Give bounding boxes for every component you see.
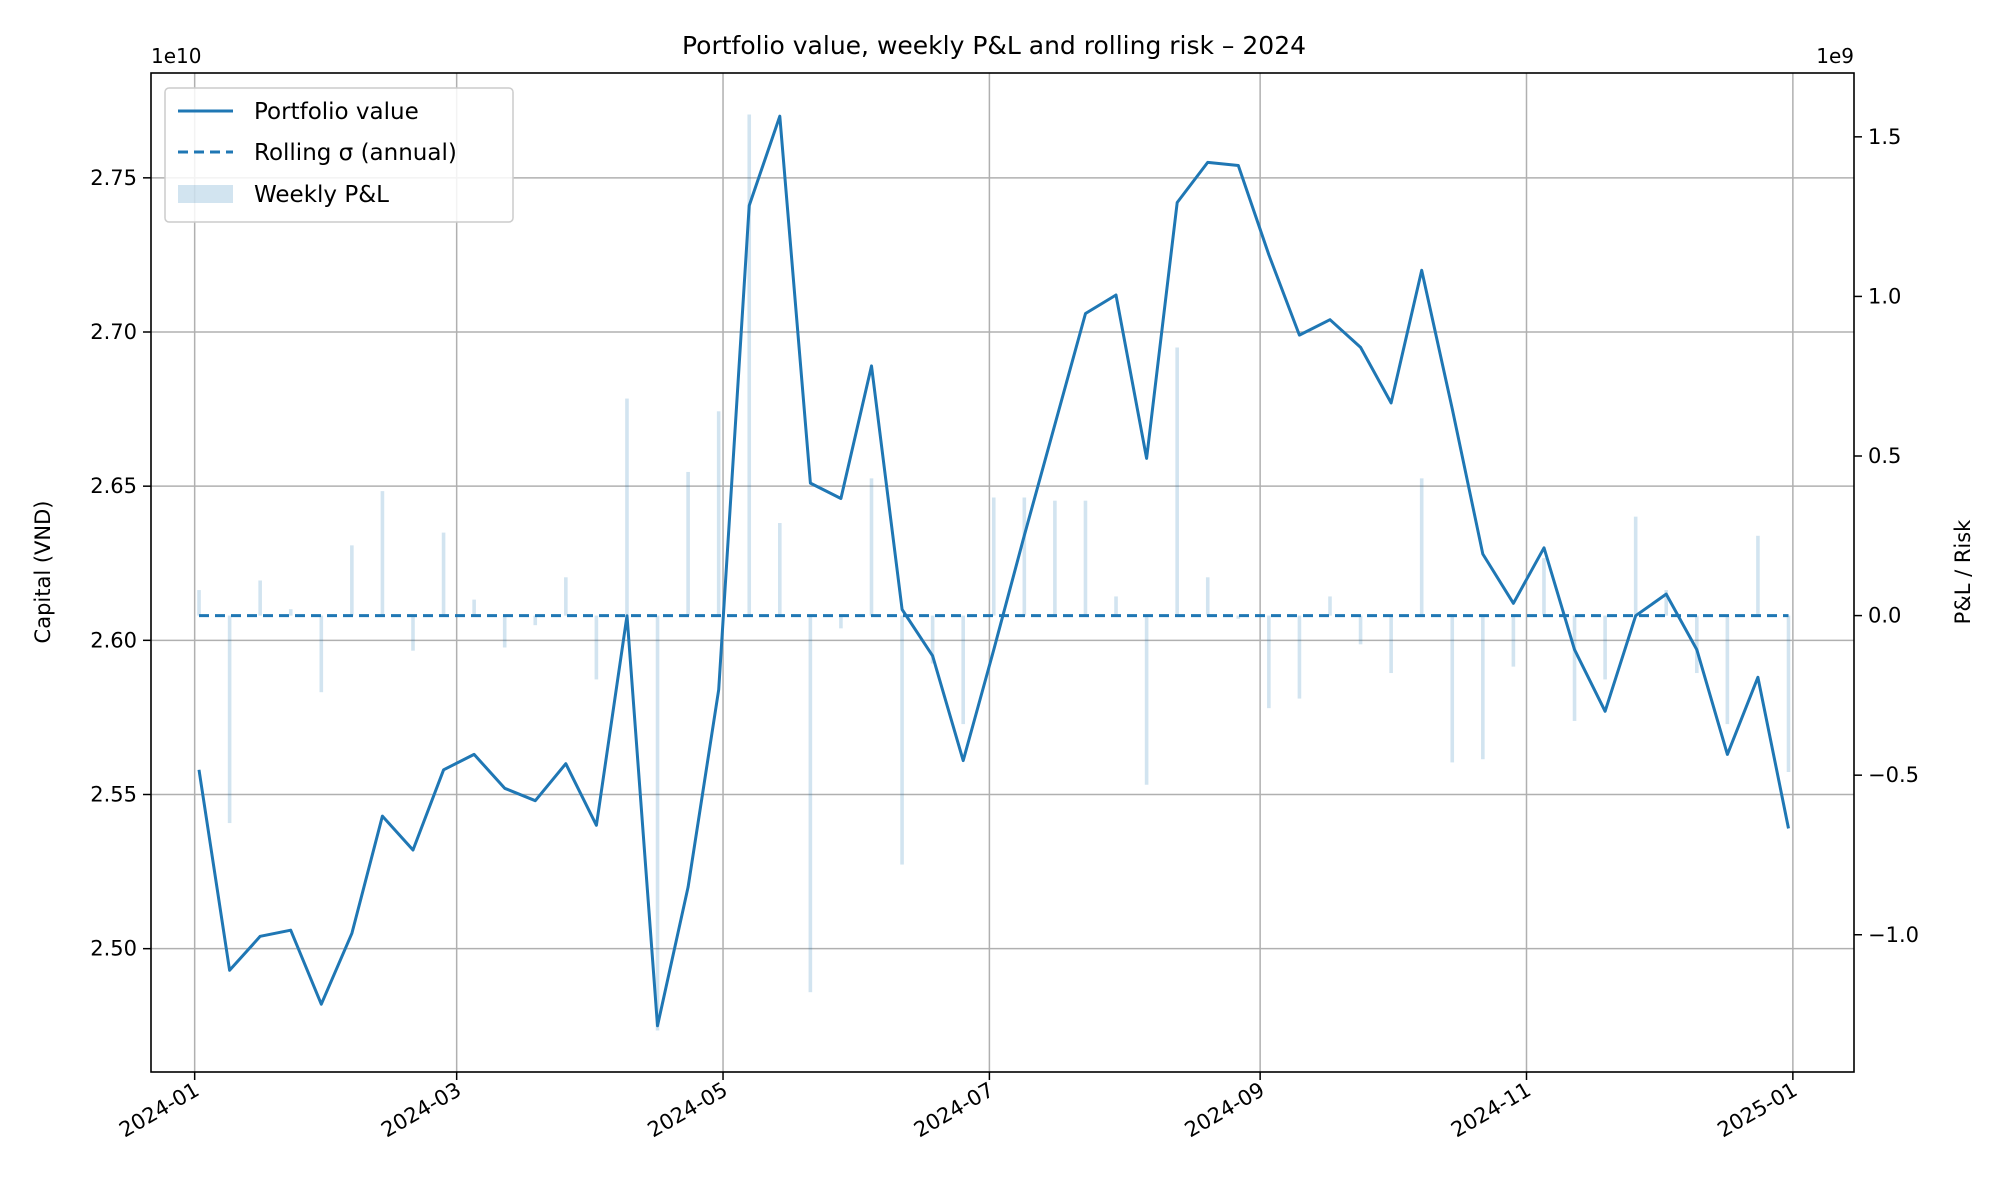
pnl-bar <box>1695 615 1699 674</box>
pnl-bar <box>1756 535 1760 616</box>
legend-label-rolling-sigma: Rolling σ (annual) <box>254 140 457 166</box>
pnl-bar <box>839 615 843 629</box>
pnl-bar <box>625 398 629 616</box>
pnl-bar <box>1542 558 1546 616</box>
pnl-bar <box>900 615 904 865</box>
pnl-bar <box>1022 497 1027 616</box>
portfolio-value-line <box>197 114 1790 1028</box>
legend-box <box>164 87 514 223</box>
chart-title: Portfolio value, weekly P&L and rolling … <box>682 31 1306 60</box>
pnl-bar <box>288 609 293 616</box>
pnl-bar <box>1725 615 1730 725</box>
pnl-bar <box>564 577 568 616</box>
pnl-bar <box>1358 615 1363 645</box>
pnl-bar <box>1328 596 1332 616</box>
y2-tick-label: −1.0 <box>1868 923 1919 947</box>
pnl-bar <box>655 615 660 1031</box>
y2-tick-label: −0.5 <box>1868 763 1919 787</box>
y2-tick-label: 0.0 <box>1868 604 1901 628</box>
pnl-bar <box>716 411 721 616</box>
pnl-bar <box>1267 615 1271 709</box>
pnl-bar <box>869 478 874 616</box>
y2-axis-offset-label: 1e9 <box>1816 44 1854 68</box>
y-axis-left: 2.50 2.55 2.60 2.65 2.70 2.75 <box>90 166 151 961</box>
pnl-bar <box>1175 347 1179 616</box>
pnl-bar <box>472 599 476 616</box>
y2-tick-label: 1.5 <box>1868 125 1901 149</box>
pnl-bar <box>1144 615 1149 785</box>
pnl-bar <box>1664 590 1669 616</box>
pnl-bar <box>991 497 996 616</box>
y2-tick-label: 0.5 <box>1868 444 1901 468</box>
y-tick-label: 2.75 <box>90 166 137 190</box>
pnl-bar <box>1114 596 1118 616</box>
pnl-bar <box>1205 577 1210 616</box>
pnl-bar <box>961 615 965 725</box>
y2-tick-label: 1.0 <box>1868 284 1901 308</box>
y-tick-label: 2.55 <box>90 783 137 807</box>
pnl-bar <box>1450 615 1455 763</box>
pnl-bar <box>1389 615 1393 674</box>
y-axis-right: −1.0 −0.5 0.0 0.5 1.0 1.5 <box>1854 125 1919 947</box>
pnl-bar <box>1633 516 1638 616</box>
pnl-bar <box>1419 478 1424 616</box>
pnl-bar <box>686 471 690 616</box>
legend-label-portfolio-value: Portfolio value <box>254 99 419 125</box>
y-tick-label: 2.70 <box>90 320 137 344</box>
pnl-bar <box>778 523 782 616</box>
pnl-bar <box>227 615 232 824</box>
y-tick-label: 2.50 <box>90 937 137 961</box>
pnl-bar <box>1236 615 1241 619</box>
pnl-bar <box>930 615 935 664</box>
series-lines <box>197 114 1790 1028</box>
pnl-bar <box>502 615 507 648</box>
pnl-bar <box>411 615 415 651</box>
pnl-bar <box>258 580 262 616</box>
plot-frame <box>150 72 1855 1073</box>
y-axis-label: Capital (VND) <box>31 501 55 644</box>
pnl-bar <box>380 491 385 616</box>
pnl-bar <box>1786 615 1791 772</box>
pnl-bar <box>441 532 446 616</box>
pnl-bar <box>197 590 201 616</box>
pnl-bar <box>747 114 752 616</box>
pnl-bar <box>1481 615 1485 760</box>
pnl-bar <box>1511 615 1516 667</box>
legend: Portfolio value Rolling σ (annual) Weekl… <box>164 87 514 223</box>
pnl-bar <box>808 615 813 993</box>
pnl-bar <box>319 615 324 693</box>
pnl-bars <box>197 114 1791 1031</box>
pnl-bar <box>594 615 599 680</box>
y-axis-offset-label: 1e10 <box>151 44 201 68</box>
pnl-bar <box>1297 615 1302 699</box>
pnl-bar <box>350 545 354 616</box>
y2-axis-label: P&L / Risk <box>1951 519 1975 625</box>
pnl-bar <box>1572 615 1577 721</box>
pnl-bar <box>1083 500 1088 616</box>
pnl-bar <box>1603 615 1607 680</box>
pnl-bar <box>1053 500 1057 616</box>
y-tick-label: 2.60 <box>90 628 137 652</box>
legend-label-weekly-pnl: Weekly P&L <box>254 182 389 208</box>
legend-bar-swatch <box>178 185 233 203</box>
y-tick-label: 2.65 <box>90 474 137 498</box>
pnl-bar <box>533 615 538 626</box>
